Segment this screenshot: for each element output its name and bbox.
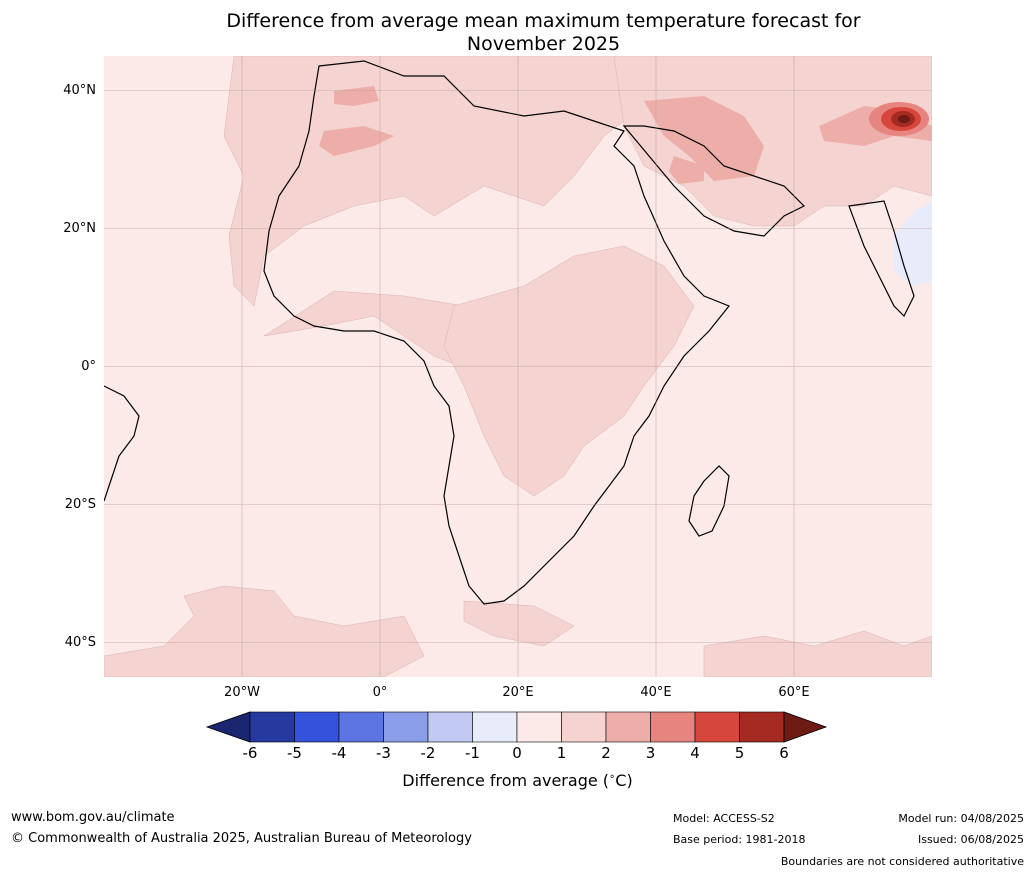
colorbar-tick-label: 2	[601, 744, 611, 762]
colorbar-segment	[338, 711, 384, 743]
colorbar-tick-label: -2	[420, 744, 436, 762]
website-link[interactable]: www.bom.gov.au/climate	[11, 810, 175, 825]
anomaly-6-plus-core	[898, 115, 910, 123]
model-name: Model: ACCESS-S2	[673, 812, 775, 825]
anomaly-region-southern-cone	[463, 600, 575, 647]
africa-coastline	[263, 60, 730, 605]
colorbar-tick-label: -5	[287, 744, 302, 762]
title-line-2: November 2025	[466, 33, 621, 55]
coastlines	[104, 60, 915, 605]
anomaly-map	[104, 56, 932, 677]
lat-tick-20s: 20°S	[64, 497, 96, 512]
colorbar-segment	[249, 711, 295, 743]
colorbar-under-arrow	[205, 711, 251, 743]
lat-tick-0: 0°	[81, 359, 96, 374]
colorbar-segment	[739, 711, 785, 743]
colorbar-tick-label: 1	[556, 744, 567, 762]
anomaly-region-iran	[644, 96, 764, 181]
map-title: Difference from average mean maximum tem…	[0, 10, 1035, 56]
arabia-coastline	[622, 125, 806, 237]
lon-tick-40e: 40°E	[640, 685, 672, 700]
colorbar-segment	[605, 711, 651, 743]
colorbar-tick-label: -1	[465, 744, 480, 762]
colorbar-title: Difference from average (∘C)	[402, 771, 633, 790]
colorbar-tick-label: -6	[242, 744, 258, 762]
colorbar-segment	[427, 711, 473, 743]
issued-date: Issued: 06/08/2025	[917, 833, 1024, 846]
anomaly-region-algeria	[319, 126, 394, 156]
colorbar-tick-label: -4	[331, 744, 347, 762]
india-coastline	[848, 200, 915, 318]
south-america-coastline	[104, 385, 140, 502]
colorbar-segment	[294, 711, 340, 743]
colorbar-segment	[561, 711, 607, 743]
colorbar-segment	[694, 711, 740, 743]
colorbar-segment	[650, 711, 696, 743]
anomaly-region-south-atlantic	[104, 585, 425, 677]
lon-tick-20w: 20°W	[224, 685, 260, 700]
colorbar-tick-label: 3	[645, 744, 656, 762]
anomaly-hotspot	[869, 102, 929, 136]
lon-tick-20e: 20°E	[502, 685, 534, 700]
lon-tick-0: 0°	[372, 685, 388, 700]
colorbar-tick-label: 5	[734, 744, 745, 762]
anomaly-region-central-africa	[443, 245, 695, 497]
graticule	[104, 56, 932, 677]
colorbar-over-arrow	[783, 711, 828, 743]
colorbar-tick-label: 0	[512, 744, 522, 762]
lat-tick-40s: 40°S	[64, 635, 96, 650]
lat-tick-20n: 20°N	[63, 221, 96, 236]
colorbar-tick-label: 4	[690, 744, 700, 762]
model-run: Model run: 04/08/2025	[898, 812, 1024, 825]
colorbar-segment	[383, 711, 429, 743]
colorbar-segment	[516, 711, 562, 743]
anomaly-region-morocco	[334, 86, 379, 106]
anomaly-region-arabia-north	[669, 156, 704, 184]
copyright-text: © Commonwealth of Australia 2025, Austra…	[11, 831, 472, 846]
colorbar	[205, 711, 828, 743]
colorbar-segment	[472, 711, 518, 743]
colorbar-tick-label: -3	[376, 744, 391, 762]
colorbar-tick-label: 6	[779, 744, 789, 762]
lon-tick-60e: 60°E	[778, 685, 810, 700]
lat-tick-40n: 40°N	[63, 83, 96, 98]
title-line-1: Difference from average mean maximum tem…	[226, 10, 861, 32]
base-period: Base period: 1981-2018	[673, 833, 806, 846]
boundary-disclaimer: Boundaries are not considered authoritat…	[780, 855, 1024, 868]
